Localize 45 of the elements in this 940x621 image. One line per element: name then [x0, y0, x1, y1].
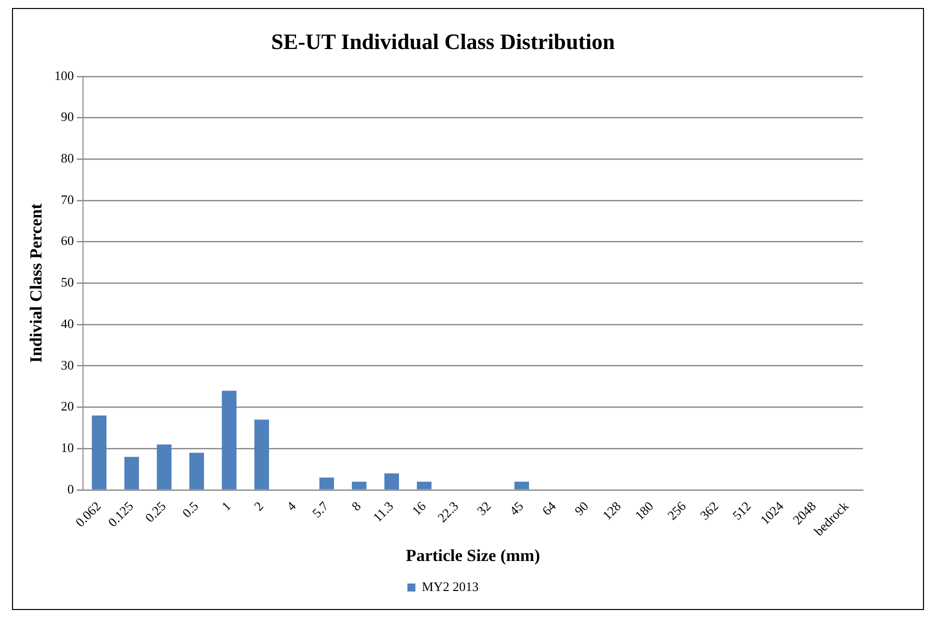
x-tick-label: 2 — [251, 498, 266, 514]
bar — [222, 390, 236, 490]
bar — [254, 420, 269, 490]
x-tick-label: 256 — [664, 498, 690, 523]
bar — [319, 478, 334, 490]
bar — [384, 473, 400, 490]
legend-label: MY2 2013 — [422, 578, 479, 594]
x-tick-label: 16 — [408, 498, 430, 518]
x-tick-label: 90 — [571, 498, 592, 518]
x-tick-label: 0.25 — [142, 498, 169, 526]
y-tick-label: 30 — [60, 357, 74, 372]
x-tick-label: 64 — [538, 498, 560, 518]
x-tick-label: 32 — [474, 498, 494, 518]
chart-title: SE-UT Individual Class Distribution — [271, 28, 615, 54]
y-tick-label: 50 — [60, 274, 74, 290]
x-tick-label: 512 — [729, 498, 754, 523]
y-tick-label: 70 — [60, 192, 74, 207]
bar — [92, 416, 106, 490]
bar — [189, 452, 204, 490]
x-tick-label: 8 — [348, 498, 364, 514]
x-tick-label: 45 — [506, 498, 526, 518]
bar — [416, 482, 432, 490]
x-tick-label: 0.5 — [179, 498, 202, 521]
x-tick-label: 180 — [632, 498, 656, 523]
bar — [514, 482, 530, 490]
x-tick-label: 1 — [218, 498, 234, 514]
y-tick-label: 90 — [60, 109, 74, 124]
bar — [124, 456, 139, 490]
y-tick-label: 40 — [60, 316, 74, 331]
bar — [156, 444, 172, 490]
x-tick-label: 4 — [284, 498, 300, 514]
x-axis-title: Particle Size (mm) — [406, 546, 540, 566]
x-tick-label: 11.3 — [370, 498, 396, 525]
y-tick-label: 100 — [54, 68, 74, 83]
bar — [352, 482, 366, 490]
y-axis-title: Indivial Class Percent — [26, 203, 46, 363]
y-tick-label: 20 — [60, 398, 74, 414]
x-tick-label: 22.3 — [434, 498, 462, 526]
x-tick-label: 362 — [696, 498, 722, 523]
y-tick-label: 0 — [67, 481, 74, 496]
y-tick-label: 60 — [60, 233, 74, 248]
y-tick-label: 10 — [60, 440, 74, 456]
x-tick-label: 5.7 — [309, 498, 332, 521]
x-tick-label: 128 — [599, 498, 624, 523]
y-tick-label: 80 — [60, 150, 74, 166]
